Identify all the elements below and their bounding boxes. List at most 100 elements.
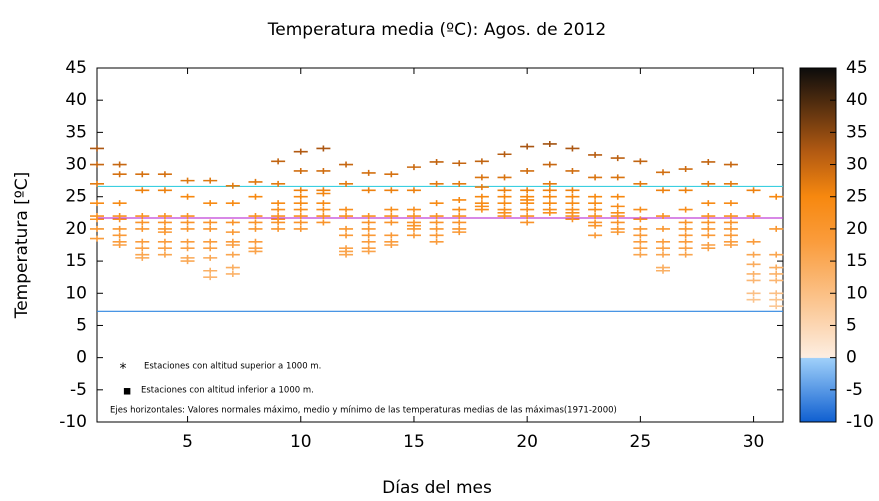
station-marker	[497, 174, 512, 181]
station-marker	[248, 193, 263, 200]
station-marker	[90, 216, 104, 223]
station-marker	[497, 151, 512, 158]
station-marker	[610, 213, 625, 220]
station-marker	[157, 219, 172, 226]
station-marker	[588, 232, 603, 239]
station-marker	[90, 145, 104, 152]
station-marker	[633, 180, 648, 187]
station-marker	[769, 270, 784, 277]
station-marker	[520, 200, 535, 207]
station-marker	[701, 225, 716, 232]
station-marker	[293, 148, 308, 155]
station-marker	[520, 213, 535, 220]
station-marker	[180, 238, 195, 245]
station-marker	[157, 171, 172, 178]
station-marker	[610, 219, 625, 226]
station-marker	[203, 200, 218, 207]
station-marker	[610, 174, 625, 181]
station-marker	[769, 296, 784, 303]
station-marker	[406, 206, 421, 213]
station-marker	[588, 222, 603, 229]
y-tick-label: -10	[59, 412, 87, 432]
note: Ejes horizontales: Valores normales máxi…	[110, 406, 617, 416]
station-marker	[248, 238, 263, 245]
station-marker	[678, 245, 693, 252]
station-marker	[474, 193, 489, 200]
station-marker	[633, 238, 648, 245]
station-marker	[452, 213, 467, 220]
y-tick-label: 15	[65, 251, 87, 271]
y-tick-label: -5	[70, 380, 87, 400]
station-marker	[225, 182, 240, 189]
station-marker	[452, 160, 467, 167]
station-marker	[271, 158, 286, 165]
station-marker	[90, 235, 104, 242]
station-marker	[429, 200, 444, 207]
station-marker	[452, 180, 467, 187]
station-marker	[542, 193, 557, 200]
station-marker	[701, 200, 716, 207]
station-marker	[701, 232, 716, 239]
station-marker	[656, 213, 671, 220]
station-marker	[656, 225, 671, 232]
station-marker	[384, 213, 399, 220]
station-marker	[135, 219, 150, 226]
x-axis-label: Días del mes	[382, 478, 492, 498]
station-marker	[203, 177, 218, 184]
station-marker	[135, 213, 150, 220]
station-marker	[112, 171, 127, 178]
station-marker	[656, 251, 671, 258]
station-marker	[701, 158, 716, 165]
y-tick-label: 20	[65, 219, 87, 239]
station-marker	[339, 232, 354, 239]
station-marker	[406, 232, 421, 239]
station-marker	[656, 267, 671, 274]
station-marker	[565, 187, 580, 194]
station-marker	[271, 219, 286, 226]
station-marker	[339, 161, 354, 168]
y-tick-label: 5	[76, 315, 87, 335]
y-tick-label: 25	[65, 187, 87, 207]
station-marker	[293, 213, 308, 220]
station-marker	[339, 206, 354, 213]
station-marker	[701, 180, 716, 187]
station-marker	[135, 254, 150, 261]
station-marker	[701, 213, 716, 220]
x-tick-label: 5	[182, 432, 193, 452]
station-marker	[112, 161, 127, 168]
station-marker	[610, 155, 625, 162]
station-marker	[633, 225, 648, 232]
station-marker	[406, 187, 421, 194]
station-marker	[361, 225, 376, 232]
station-marker	[271, 180, 286, 187]
station-marker	[339, 251, 354, 258]
legend-marker: *	[120, 361, 127, 377]
x-tick-label: 30	[743, 432, 765, 452]
station-marker	[520, 143, 535, 150]
station-marker	[633, 251, 648, 258]
station-marker	[746, 270, 761, 277]
station-marker	[203, 219, 218, 226]
station-marker	[723, 180, 738, 187]
y-axis-label: Temperatura [ºC]	[12, 172, 32, 320]
station-marker	[746, 187, 761, 194]
station-marker	[723, 242, 738, 248]
station-marker	[610, 203, 625, 210]
station-marker	[429, 213, 444, 220]
station-marker	[769, 225, 784, 232]
station-marker	[339, 213, 354, 220]
station-marker	[112, 200, 127, 207]
station-marker	[225, 219, 240, 226]
station-marker	[384, 187, 399, 194]
station-marker	[452, 229, 467, 236]
station-marker	[429, 225, 444, 232]
x-tick-label: 15	[403, 432, 425, 452]
station-marker	[316, 167, 331, 174]
station-marker	[293, 167, 308, 174]
colorbar-tick-label: 45	[846, 58, 868, 78]
station-marker	[678, 187, 693, 194]
station-marker	[203, 274, 218, 281]
station-marker	[746, 213, 761, 220]
station-marker	[248, 225, 263, 232]
station-marker	[452, 206, 467, 213]
